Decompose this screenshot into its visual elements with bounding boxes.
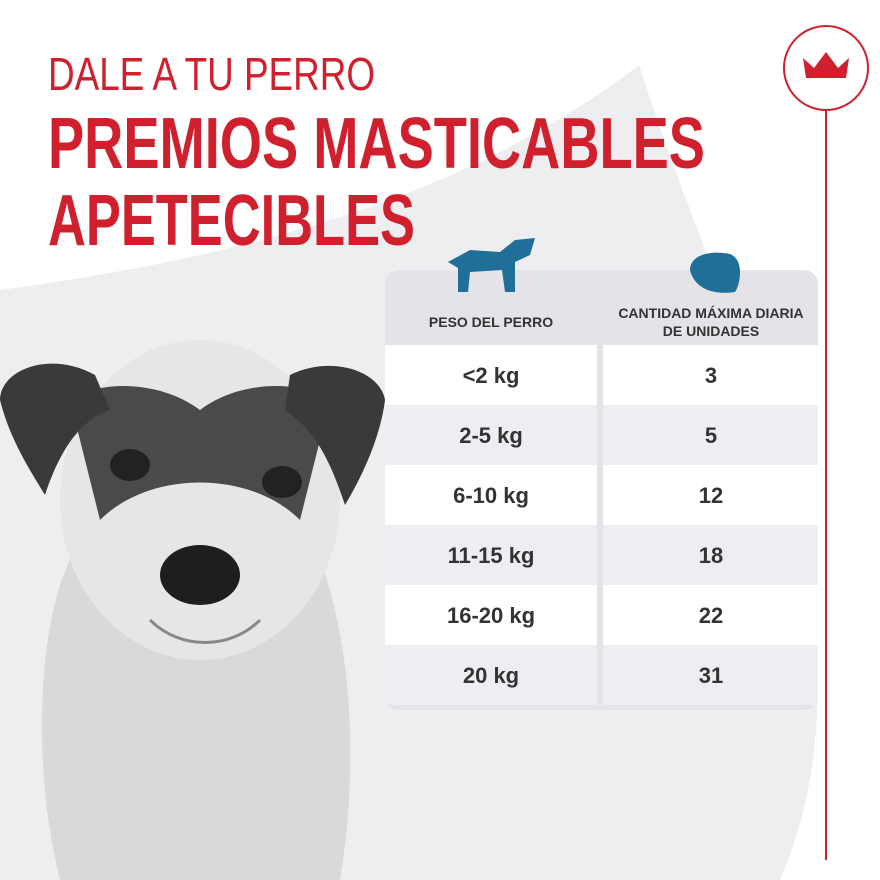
column-header: DE UNIDADES [663,323,759,339]
bg-shape [0,0,720,290]
cell: 6-10 kg [453,483,529,508]
cell: 5 [705,423,717,448]
row-bg [603,405,818,465]
cell: 22 [699,603,723,628]
cell: 12 [699,483,723,508]
header-line1: DALE A TU PERRO [48,48,375,100]
row-bg [603,345,818,405]
column-header: PESO DEL PERRO [429,314,553,330]
row-bg [385,645,597,705]
row-bg [603,525,818,585]
row-bg [603,465,818,525]
table: PESO DEL PERRO CANTIDAD MÁXIMA DIARIA DE… [385,238,818,710]
cell: 18 [699,543,723,568]
column-header: CANTIDAD MÁXIMA DIARIA [618,305,803,321]
row-bg [385,405,597,465]
cell: 31 [699,663,723,688]
cell: 11-15 kg [448,543,535,568]
row-bg [385,345,597,405]
header-line3: APETECIBLES [48,181,415,261]
cell: 2-5 kg [459,423,523,448]
row-bg [385,585,597,645]
cell: 3 [705,363,717,388]
cell: 16-20 kg [447,603,535,628]
row-bg [603,645,818,705]
dog-photo [0,340,385,880]
row-bg [385,465,597,525]
row-bg [603,585,818,645]
bg-shape [620,0,880,880]
treat-icon [690,252,740,293]
crown [803,52,849,78]
dog-icon [448,238,535,292]
row-bg [385,525,597,585]
header-line2: PREMIOS MASTICABLES [48,104,705,184]
cell: 20 kg [463,663,519,688]
cell: <2 kg [463,363,520,388]
